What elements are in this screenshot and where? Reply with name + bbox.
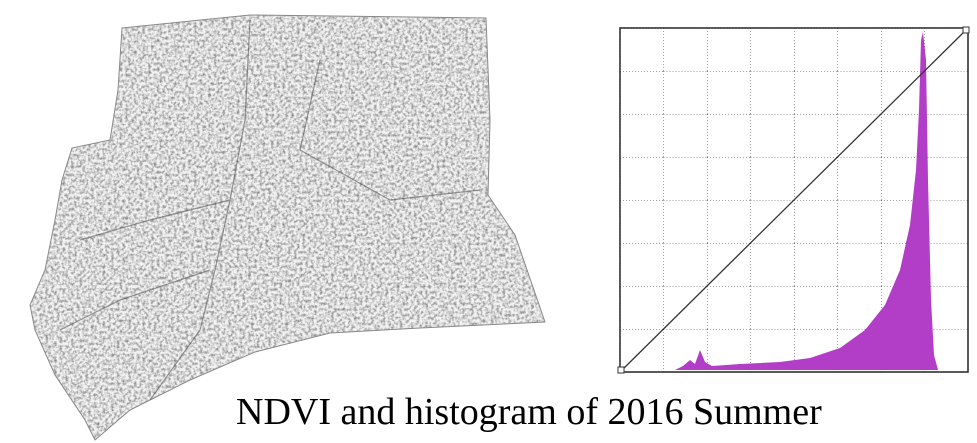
figure-canvas: NDVI and histogram of 2016 Summer xyxy=(0,0,977,443)
ndvi-map xyxy=(30,15,545,440)
figure: NDVI and histogram of 2016 Summer xyxy=(0,0,977,443)
caption: NDVI and histogram of 2016 Summer xyxy=(236,391,822,433)
histogram xyxy=(618,27,969,373)
